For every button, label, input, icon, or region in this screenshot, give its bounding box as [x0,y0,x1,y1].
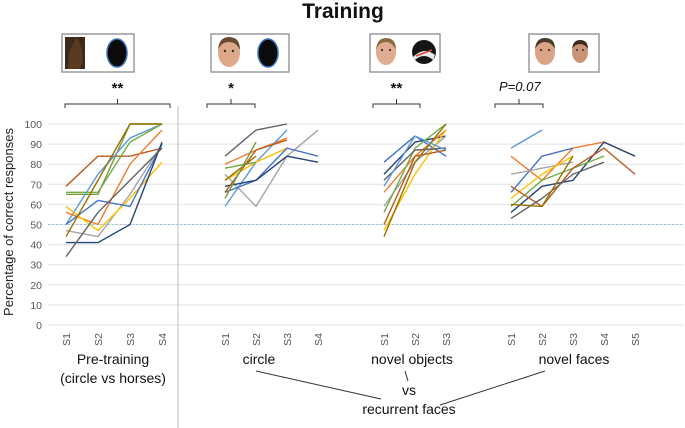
x-tick-label: S1 [220,333,232,346]
significance-label: P=0.07 [499,79,541,94]
x-tick-label: S5 [630,333,642,346]
series-line [65,143,163,226]
x-tick-label: S1 [61,333,73,346]
group-label: circle [243,351,276,367]
y-axis-label: Percentage of correct responses [1,128,16,316]
series-line [224,147,319,193]
significance-label: ** [391,80,403,97]
series-line [65,123,163,225]
series-line [66,141,163,244]
series-line [383,123,447,213]
y-tick-label: 30 [30,260,42,272]
series-line [510,141,636,213]
y-tick-label: 10 [30,300,42,312]
series-line [510,161,574,175]
series-line [510,155,605,207]
series-line [510,129,543,149]
series-line [224,129,319,208]
series-line [224,141,257,199]
series-line [383,149,447,225]
series-line [224,155,319,187]
significance-bracket [372,99,421,108]
group-label: novel faces [539,351,610,367]
x-tick-label: S4 [599,333,611,346]
series-line [510,155,574,199]
panel-3: P=0.07 S1 S2 S3 S4 S5 novel faces [494,79,642,367]
significance-label: * [228,80,234,97]
x-tick-label: S4 [313,333,325,346]
series-line [224,161,257,169]
x-tick-label: S1 [506,333,518,346]
y-tick-label: 0 [36,320,42,332]
y-tick-label: 40 [30,240,42,252]
group-label: Pre-training [77,351,149,367]
recurrent-faces-label: recurrent faces [362,401,455,417]
y-tick-label: 70 [30,179,42,191]
significance-label: ** [112,80,124,97]
series-line [224,155,257,181]
series-line [65,161,163,232]
series-line [510,155,574,208]
x-tick-label: S3 [282,333,294,346]
comparison-annotation: vs recurrent faces [255,370,546,417]
significance-bracket [64,99,171,108]
series-line [510,147,636,208]
chart-title: Training [302,0,384,23]
x-tick-label: S3 [125,333,137,346]
y-tick-label: 90 [30,139,42,151]
y-tick-label: 80 [30,159,42,171]
x-tick-label: S3 [441,333,453,346]
x-tick-label: S2 [93,333,105,346]
x-tick-label: S4 [157,333,169,346]
y-axis: 0 10 20 30 40 50 60 70 80 90 100 [24,119,42,332]
y-tick-label: 20 [30,280,42,292]
series-line [383,135,447,187]
series-line [66,123,162,196]
x-tick-label: S2 [410,333,422,346]
y-tick-label: 50 [30,220,42,232]
grid [48,123,684,326]
y-tick-label: 60 [30,199,42,211]
series-line [65,147,163,258]
group-label-sub: (circle vs horses) [60,370,166,386]
significance-bracket [206,99,256,108]
series-line [510,147,574,193]
stimulus-thumbnail-face-face [528,33,600,73]
stimulus-thumbnail-face-object [369,33,441,73]
stimulus-thumbnail-horse-circle [61,33,135,73]
vs-label: vs [402,382,416,398]
x-tick-label: S3 [568,333,580,346]
panel-1: * S1 S2 S3 S4 circle [206,80,325,367]
panel-2: ** S1 S2 S3 novel objects [371,80,453,367]
significance-bracket [494,99,544,108]
series-line [383,123,447,237]
series-line [510,161,605,220]
y-tick-label: 100 [24,119,42,131]
panel-0: ** S1 S2 S3 S4 Pre-training (circle vs horses) [60,80,171,386]
x-tick-label: S2 [537,333,549,346]
x-tick-label: S1 [379,333,391,346]
group-label: novel objects [371,351,453,367]
series-line [65,123,162,237]
stimulus-thumbnail-face-circle [210,33,290,73]
series-line [66,123,163,194]
x-tick-label: S2 [251,333,263,346]
series-line [224,123,288,157]
chart-panels: ** S1 S2 S3 S4 Pre-training (circle vs horses)… [60,79,642,386]
